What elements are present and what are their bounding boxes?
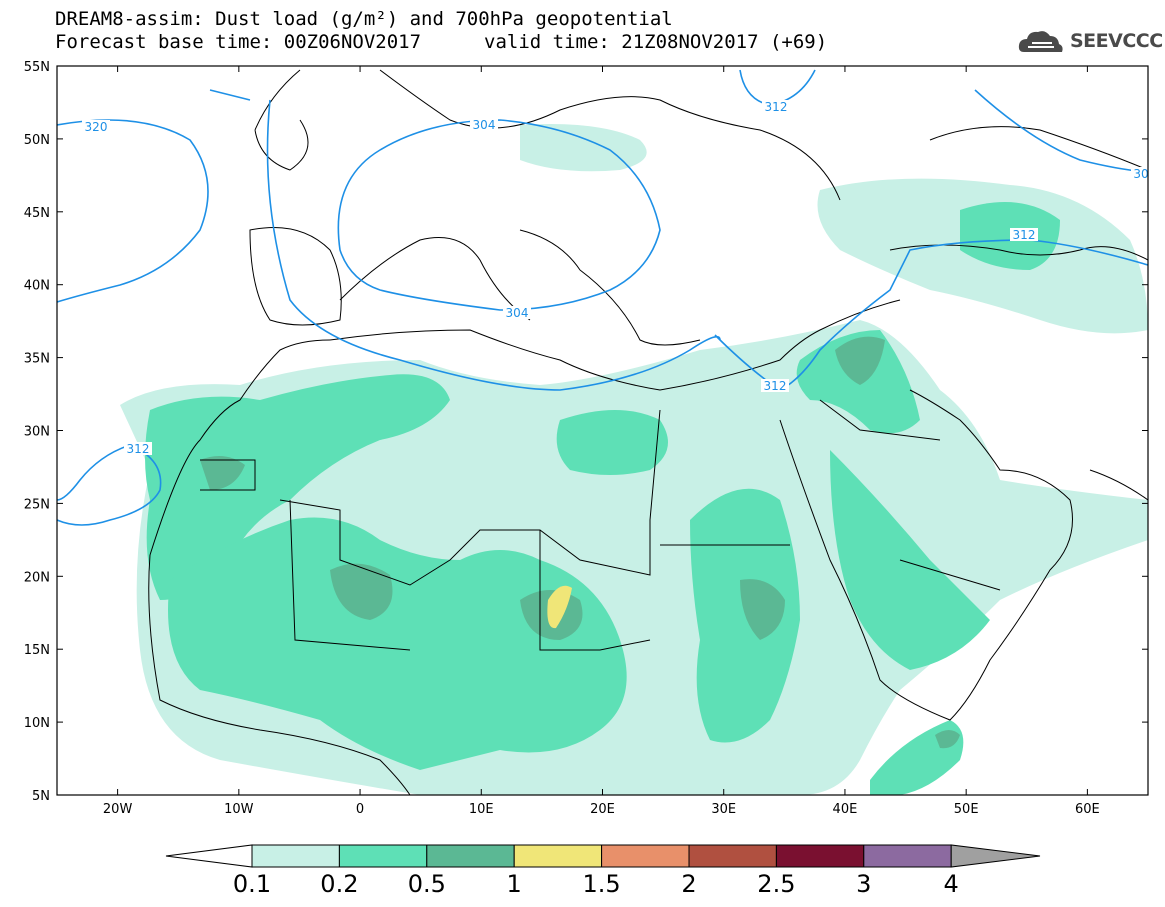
- seevccc-logo: SEEVCCC: [1070, 30, 1163, 52]
- colorbar-over-triangle: [950, 844, 1041, 868]
- contour-label: 312: [127, 442, 150, 456]
- colorbar-under-triangle: [165, 844, 253, 868]
- lon-label: 60E: [1075, 802, 1100, 817]
- colorbar-swatch: [775, 844, 865, 868]
- lat-label: 5N: [32, 789, 50, 804]
- colorbar-label: 0.1: [232, 870, 272, 898]
- colorbar-swatch: [601, 844, 690, 868]
- lat-label: 25N: [24, 497, 50, 512]
- lat-label: 55N: [24, 60, 50, 75]
- lat-label: 10N: [24, 716, 50, 731]
- contour-label-bg: [1131, 167, 1148, 180]
- lon-label: 20W: [103, 802, 133, 817]
- contour-label-bg: [503, 306, 531, 319]
- contour-label: 312: [765, 100, 788, 114]
- lon-label: 30E: [711, 802, 736, 817]
- contour-label-bg: [470, 118, 498, 131]
- lat-label: 15N: [24, 643, 50, 658]
- lat-label: 40N: [24, 279, 50, 294]
- colorbar-label: 0.5: [407, 870, 446, 898]
- colorbar-swatch: [426, 844, 515, 868]
- contour-label: 304: [473, 118, 496, 132]
- lon-label: 50E: [954, 802, 979, 817]
- colorbar-swatch: [863, 844, 952, 868]
- contour-label-bg: [761, 379, 789, 392]
- contour-label-bg: [1010, 228, 1038, 241]
- lon-label: 20E: [590, 802, 615, 817]
- colorbar-swatch: [688, 844, 777, 868]
- contour-label-bg: [82, 120, 110, 133]
- lat-label: 20N: [24, 570, 50, 585]
- colorbar-label: 0.2: [320, 870, 359, 898]
- lat-label: 50N: [24, 133, 50, 148]
- contour-label: 30: [1133, 167, 1148, 181]
- contour-label: 320: [85, 120, 108, 134]
- coastlines: [148, 69, 1148, 795]
- colorbar-label: 1: [506, 870, 522, 898]
- lon-label: 10W: [224, 802, 254, 817]
- colorbar-swatch: [251, 844, 340, 868]
- contour-label: 304: [506, 306, 529, 320]
- colorbar-label: 4: [943, 870, 959, 898]
- forecast-base-time: Forecast base time: 00Z06NOV2017: [55, 31, 422, 53]
- contour-label: 312: [764, 379, 787, 393]
- contour-label: 312: [1013, 228, 1036, 242]
- colorbar-label: 3: [856, 870, 872, 898]
- colorbar-label: 2: [681, 870, 697, 898]
- colorbar: [165, 844, 1041, 868]
- dust-level-0.2: [145, 202, 1060, 795]
- contour-label-bg: [762, 100, 790, 113]
- contour-label-bg: [124, 442, 152, 455]
- colorbar-label: 1.5: [582, 870, 621, 898]
- valid-time: valid time: 21Z08NOV2017 (+69): [484, 31, 828, 53]
- colorbar-label: 2.5: [757, 870, 796, 898]
- colorbar-swatch: [338, 844, 428, 868]
- colorbar-swatch: [513, 844, 603, 868]
- lon-label: 40E: [833, 802, 858, 817]
- lat-label: 30N: [24, 425, 50, 440]
- lat-label: 45N: [24, 206, 50, 221]
- dust-level-1: [547, 585, 572, 629]
- lat-label: 35N: [24, 352, 50, 367]
- lon-label: 0: [356, 802, 364, 817]
- lon-label: 10E: [469, 802, 494, 817]
- map-title: DREAM8-assim: Dust load (g/m²) and 700hP…: [55, 8, 673, 30]
- dust-level-0.5: [200, 336, 960, 749]
- cloud-icon: [1018, 31, 1063, 52]
